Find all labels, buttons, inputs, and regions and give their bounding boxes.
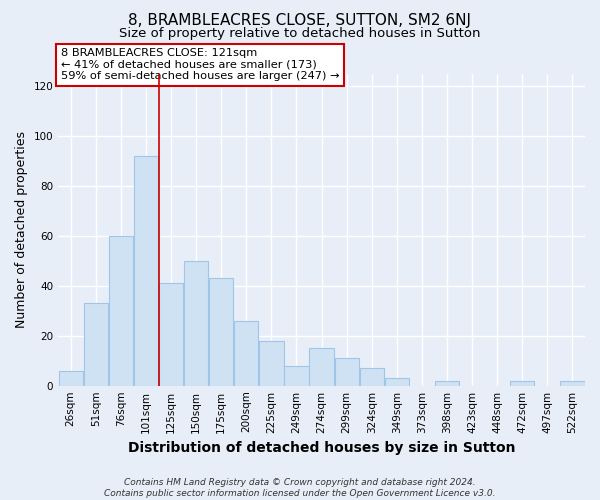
Bar xyxy=(385,378,409,386)
Bar xyxy=(510,380,535,386)
Bar xyxy=(184,261,208,386)
Text: Size of property relative to detached houses in Sutton: Size of property relative to detached ho… xyxy=(119,28,481,40)
Bar xyxy=(209,278,233,386)
Text: 8, BRAMBLEACRES CLOSE, SUTTON, SM2 6NJ: 8, BRAMBLEACRES CLOSE, SUTTON, SM2 6NJ xyxy=(128,12,472,28)
Bar xyxy=(359,368,384,386)
Bar xyxy=(284,366,308,386)
Text: 8 BRAMBLEACRES CLOSE: 121sqm
← 41% of detached houses are smaller (173)
59% of s: 8 BRAMBLEACRES CLOSE: 121sqm ← 41% of de… xyxy=(61,48,339,82)
Bar xyxy=(310,348,334,386)
Bar xyxy=(109,236,133,386)
Text: Contains HM Land Registry data © Crown copyright and database right 2024.
Contai: Contains HM Land Registry data © Crown c… xyxy=(104,478,496,498)
X-axis label: Distribution of detached houses by size in Sutton: Distribution of detached houses by size … xyxy=(128,441,515,455)
Bar xyxy=(159,284,183,386)
Y-axis label: Number of detached properties: Number of detached properties xyxy=(15,132,28,328)
Bar xyxy=(435,380,459,386)
Bar xyxy=(83,304,108,386)
Bar xyxy=(259,341,284,386)
Bar xyxy=(59,370,83,386)
Bar xyxy=(234,321,259,386)
Bar xyxy=(560,380,584,386)
Bar xyxy=(134,156,158,386)
Bar xyxy=(335,358,359,386)
